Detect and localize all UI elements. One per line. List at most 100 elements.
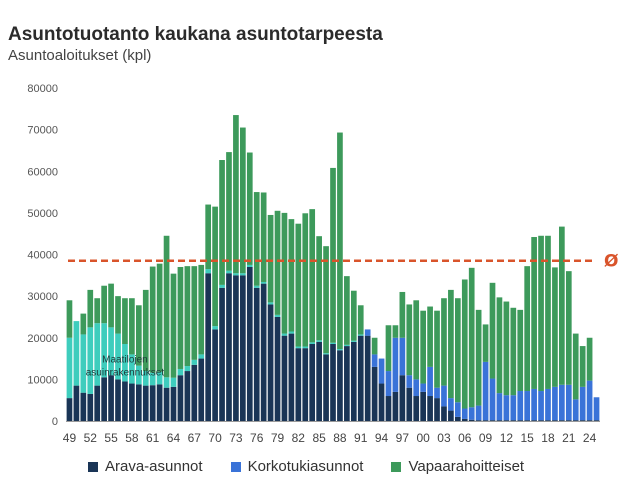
reference-line-label: Ø [604, 252, 618, 272]
bar-segment [468, 267, 475, 408]
bar-segment [454, 416, 461, 421]
bar-segment [482, 361, 489, 421]
bar-segment [510, 395, 517, 421]
bar-segment [399, 337, 406, 376]
legend-item-korkotuki: Korkotukiasunnot [230, 458, 363, 475]
bar-segment [316, 236, 322, 341]
x-tick-label: 73 [229, 431, 243, 445]
bar-segment [135, 384, 142, 421]
bar-segment [503, 420, 510, 421]
bar-segment [149, 266, 156, 373]
bar-segment [212, 326, 218, 330]
bar-segment [281, 212, 288, 334]
bar-segment [330, 167, 336, 343]
bar-segment [135, 305, 142, 366]
bar-segment [274, 314, 281, 317]
y-tick-label: 40000 [27, 250, 58, 262]
bar-segment [156, 263, 163, 372]
bar-segment [427, 366, 433, 397]
x-tick-label: 18 [541, 431, 555, 445]
bar-segment [219, 284, 225, 288]
bar-segment [475, 309, 482, 406]
bar-segment [212, 206, 218, 327]
legend-swatch-vapaarahoitteiset [391, 461, 402, 472]
bar-segment [482, 324, 489, 362]
bar-segment [524, 420, 531, 421]
bar-segment [337, 348, 343, 351]
bar-segment [101, 285, 107, 324]
bar-segment [246, 264, 253, 267]
bar-segment [191, 266, 198, 360]
bar-segment [406, 304, 413, 376]
x-tick-label: 52 [84, 431, 98, 445]
bar-segment [246, 152, 253, 265]
bar-segment [191, 364, 198, 421]
bar-segment [87, 327, 94, 394]
bar-segment [122, 298, 128, 344]
bar-segment [323, 246, 329, 354]
bar-segment [489, 378, 496, 421]
bar-segment [108, 375, 114, 421]
bar-segment [413, 396, 420, 421]
bar-segment [149, 385, 156, 421]
bar-segment [177, 368, 184, 376]
series-annotation: asuinrakennukset [86, 367, 165, 378]
bar-segment [198, 358, 205, 421]
bar-segment [364, 329, 371, 336]
bar-segment [129, 354, 135, 384]
bar-segment [434, 387, 440, 399]
bar-segment [288, 331, 295, 334]
bar-segment [489, 420, 496, 421]
bar-segment [454, 402, 461, 417]
bar-segment [517, 420, 524, 421]
bar-segment [496, 297, 503, 394]
bar-segment [385, 396, 392, 421]
bar-segment [461, 408, 468, 419]
x-tick-label: 61 [146, 431, 160, 445]
bar-segment [420, 310, 426, 384]
bar-segment [420, 391, 426, 421]
bar-segment [572, 420, 579, 421]
bar-segment [441, 298, 447, 386]
bar-segment [517, 309, 524, 392]
bar-segment [517, 391, 524, 421]
bar-segment [441, 406, 447, 421]
series-annotation: Maatilojen [102, 354, 148, 365]
x-tick-label: 64 [167, 431, 181, 445]
x-tick-label: 00 [416, 431, 430, 445]
bar-segment [434, 310, 440, 388]
bar-segment [316, 340, 322, 342]
x-tick-label: 21 [562, 431, 576, 445]
chart-title: Asuntotuotanto kaukana asuntotarpeesta [8, 24, 383, 45]
bar-segment [135, 365, 142, 385]
legend-item-vapaarahoitteiset: Vapaarahoitteiset [391, 458, 524, 475]
bar-segment [552, 267, 558, 387]
y-tick-label: 30000 [27, 291, 58, 303]
bar-segment [531, 420, 537, 421]
bar-segment [344, 276, 350, 345]
bar-segment [66, 398, 73, 421]
bar-segment [240, 127, 246, 274]
bar-segment [233, 273, 239, 276]
bar-segment [309, 343, 316, 421]
x-tick-label: 91 [354, 431, 368, 445]
bar-segment [461, 418, 468, 421]
bar-segment [392, 337, 399, 392]
bar-segment [129, 383, 135, 421]
bar-segment [316, 341, 322, 421]
legend-swatch-korkotuki [230, 461, 241, 472]
bar-segment [559, 384, 565, 421]
x-tick-label: 15 [521, 431, 535, 445]
bar-segment [253, 192, 260, 286]
bar-segment [337, 132, 343, 349]
bar-segment [205, 204, 212, 270]
bar-segment [413, 300, 420, 380]
bar-segment [524, 266, 531, 392]
bar-segment [357, 335, 364, 421]
bar-segment [448, 410, 454, 421]
bar-segment [565, 271, 572, 385]
bar-segment [579, 346, 586, 387]
bar-segment [385, 325, 392, 372]
bar-segment [350, 290, 357, 341]
